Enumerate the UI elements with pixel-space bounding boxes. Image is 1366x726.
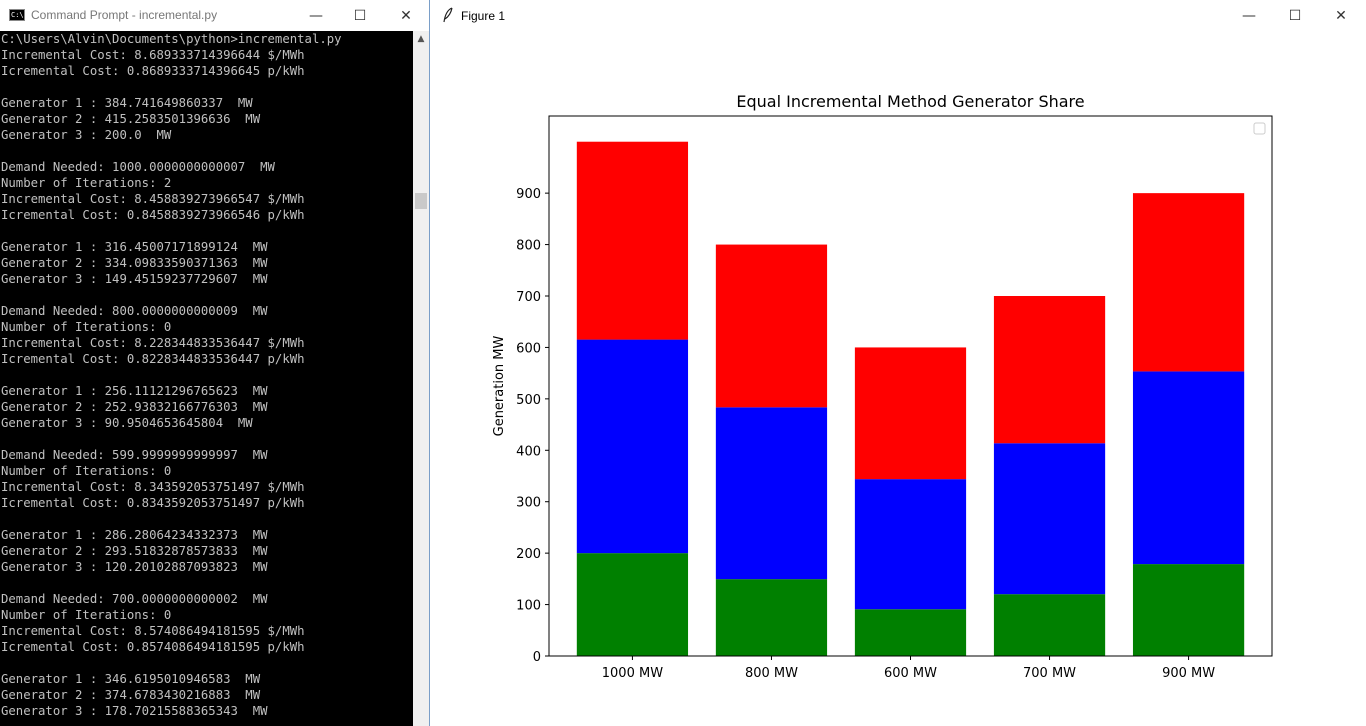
console-line: Generator 2 : 415.2583501396636 MW [1,112,261,126]
bar-segment-2-4 [993,443,1106,595]
feather-icon [443,7,453,23]
y-axis-ticks: 0 100 200 300 400 500 600 700 800 900 [516,187,549,665]
console-line: Demand Needed: 800.0000000000009 MW [1,304,268,318]
console-line [0,143,413,159]
bar-segment-2-3 [854,479,967,610]
console-line: Generator 1 : 384.741649860337 MW [1,96,253,110]
console-line: C:\Users\Alvin\Documents\python>incremen… [1,32,342,46]
console-line: Demand Needed: 1000.0000000000007 MW [1,160,275,174]
figure-close-button[interactable]: ✕ [1335,7,1347,24]
console-line: Incremental Cost: 8.458839273966547 $/MW… [1,192,305,206]
bar-segment-3-5 [1132,193,1245,372]
x-tick-label: 800 MW [745,666,798,681]
cmd-maximize-button[interactable]: ☐ [353,7,367,24]
figure-maximize-button[interactable]: ☐ [1288,7,1302,24]
bar-segment-3-1 [576,141,689,340]
console-line: Incremental Cost: 8.343592053751497 $/MW… [1,480,305,494]
y-axis-label: Generation MW [492,335,507,436]
x-tick-label: 700 MW [1023,666,1076,681]
console-line: Generator 2 : 334.09833590371363 MW [1,256,268,270]
cmd-close-button[interactable]: ✕ [400,7,412,24]
y-tick-label: 900 [516,187,541,202]
bars-group [576,141,1245,656]
x-axis-ticks: 1000 MW 800 MW 600 MW 700 MW 900 MW [602,656,1215,681]
figure-window-title: Figure 1 [461,9,506,23]
console-line: Generator 1 : 286.28064234332373 MW [1,528,268,542]
console-line [0,511,413,527]
console-line: Number of Iterations: 0 [1,464,172,478]
bar-segment-2-5 [1132,371,1245,565]
console-line: Demand Needed: 700.0000000000002 MW [1,592,268,606]
legend-box [1253,122,1266,135]
console-line: Icremental Cost: 0.8458839273966546 p/kW… [1,208,305,222]
x-tick-label: 1000 MW [602,666,663,681]
figure-titlebar[interactable]: Figure 1 — ☐ ✕ [431,0,1366,31]
bar-segment-2-1 [576,339,689,554]
console-line: Generator 3 : 149.45159237729607 MW [1,272,268,286]
console-line: Generator 1 : 346.6195010946583 MW [1,672,261,686]
y-tick-label: 300 [516,496,541,511]
y-tick-label: 500 [516,393,541,408]
bar-segment-3-2 [715,244,828,408]
console-line: Number of Iterations: 0 [1,608,172,622]
console-line: Generator 1 : 316.45007171899124 MW [1,240,268,254]
console-line: Generator 2 : 374.6783430216883 MW [1,688,261,702]
cmd-minimize-button[interactable]: — [309,7,323,24]
console-line [0,367,413,383]
bar-segment-1-1 [576,553,689,656]
console-line: Icremental Cost: 0.8574086494181595 p/kW… [1,640,305,654]
cmd-titlebar[interactable]: C:\ Command Prompt - incremental.py — ☐ … [0,0,429,31]
console-line: Generator 2 : 293.51832878573833 MW [1,544,268,558]
console-line: Icremental Cost: 0.8228344833536447 p/kW… [1,352,305,366]
console-line: Generator 3 : 120.20102887093823 MW [1,560,268,574]
cmd-scrollbar[interactable]: ▲ [413,31,429,726]
console-line: Generator 3 : 200.0 MW [1,128,172,142]
cmd-window-title: Command Prompt - incremental.py [31,8,218,22]
y-tick-label: 400 [516,444,541,459]
console-line: Icremental Cost: 0.8689333714396645 p/kW… [1,64,305,78]
x-tick-label: 600 MW [884,666,937,681]
y-tick-label: 800 [516,239,541,254]
console-line [0,223,413,239]
x-tick-label: 900 MW [1162,666,1215,681]
console-line [0,575,413,591]
console-line: Incremental Cost: 8.689333714396644 $/MW… [1,48,305,62]
console-line: Icremental Cost: 0.8343592053751497 p/kW… [1,496,305,510]
console-line: Number of Iterations: 0 [1,320,172,334]
command-prompt-icon: C:\ [9,9,25,21]
chart-title: Equal Incremental Method Generator Share [736,92,1084,111]
bar-segment-1-4 [993,594,1106,656]
console-line [0,79,413,95]
console-line: Generator 2 : 252.93832166776303 MW [1,400,268,414]
bar-segment-3-3 [854,347,967,480]
bar-segment-1-2 [715,579,828,656]
figure-window: Figure 1 — ☐ ✕ Equal Incremental Method … [431,0,1366,726]
console-output[interactable]: C:\Users\Alvin\Documents\python>incremen… [0,31,413,726]
y-tick-label: 0 [533,650,541,665]
y-tick-label: 100 [516,599,541,614]
console-line: Generator 3 : 178.70215588365343 MW [1,704,268,718]
figure-minimize-button[interactable]: — [1242,7,1256,24]
command-prompt-window: C:\ Command Prompt - incremental.py — ☐ … [0,0,430,726]
console-line: Generator 3 : 90.9504653645804 MW [1,416,253,430]
console-line: Incremental Cost: 8.228344833536447 $/MW… [1,336,305,350]
bar-segment-2-2 [715,407,828,580]
bar-segment-1-3 [854,609,967,656]
scrollbar-thumb[interactable] [415,193,427,209]
console-line: Demand Needed: 599.9999999999997 MW [1,448,268,462]
console-line: Number of Iterations: 2 [1,176,172,190]
y-tick-label: 700 [516,290,541,305]
console-line [0,655,413,671]
y-tick-label: 600 [516,341,541,356]
console-line [0,287,413,303]
stacked-bar-chart: Equal Incremental Method Generator Share… [492,92,1273,681]
console-line: Generator 1 : 256.11121296765623 MW [1,384,268,398]
console-line [0,431,413,447]
y-tick-label: 200 [516,547,541,562]
scroll-up-arrow-icon[interactable]: ▲ [417,34,425,44]
bar-segment-3-4 [993,296,1106,444]
bar-segment-1-5 [1132,564,1245,656]
console-line: Incremental Cost: 8.574086494181595 $/MW… [1,624,305,638]
console-lines: C:\Users\Alvin\Documents\python>incremen… [0,31,413,719]
